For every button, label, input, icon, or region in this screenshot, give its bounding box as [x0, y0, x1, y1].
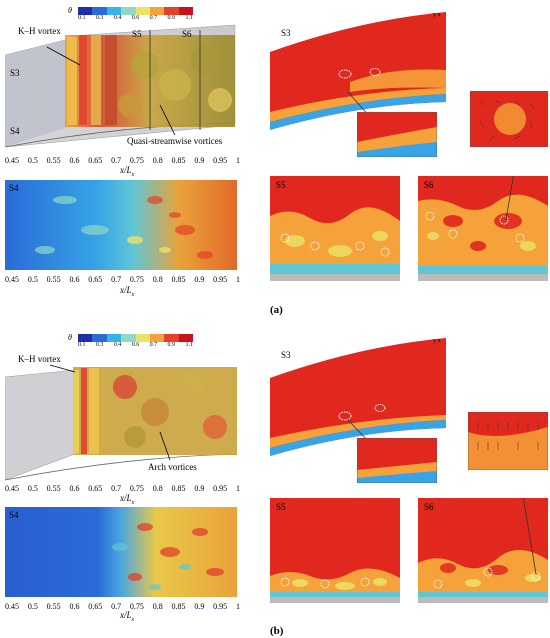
s3-label-a-right: S3: [281, 28, 291, 38]
colorbar-gradient: [78, 7, 193, 15]
colorbar-b: θ 0.1 0.3 0.4 0.6 0.7 0.9 1.1: [68, 333, 193, 348]
axes-small-a1: y x: [433, 12, 441, 18]
panel-label-b: (b): [270, 625, 284, 637]
s5-section-b: [270, 498, 400, 603]
kh-vortex-label-b: K–H vortex: [18, 354, 61, 364]
vector-inset-b: [468, 412, 548, 470]
x-ticks-b2: 0.45 0.5 0.55 0.6 0.65 0.7 0.75 0.8 0.85 0.9 0.95 1: [5, 602, 240, 611]
x-ticks-b1: 0.45 0.5 0.55 0.6 0.65 0.7 0.75 0.8 0.85 0.9 0.95 1: [5, 484, 240, 493]
panel-a-isosurface: [5, 24, 236, 148]
xlabel-a1: x/Lx: [120, 165, 135, 178]
panel-b-isosurface: [5, 364, 238, 481]
colorbar-ticks-b: 0.1 0.3 0.4 0.6 0.7 0.9 1.1: [78, 342, 193, 348]
s3-label-b-right: S3: [281, 350, 291, 360]
s6-section-a: [418, 176, 548, 281]
vortex-label-a: Quasi-streamwise vortices: [127, 136, 223, 146]
axes-small-b1: y x: [433, 338, 441, 344]
zoom-inset-a: [357, 112, 437, 157]
s4-label-a: S4: [10, 126, 20, 136]
s4-contour-label-b: S4: [9, 510, 19, 520]
x-ticks-a2: 0.45 0.5 0.55 0.6 0.65 0.7 0.75 0.8 0.85 0.9 0.95 1: [5, 275, 240, 284]
s5-label-a: S5: [132, 29, 142, 39]
x-ticks-a1: 0.45 0.5 0.55 0.6 0.65 0.7 0.75 0.8 0.85 0.9 0.95 1: [5, 156, 240, 165]
s6-label-a: S6: [182, 29, 192, 39]
s4-contour-label-a: S4: [9, 183, 19, 193]
xlabel-b1: x/Lx: [120, 493, 135, 506]
s3-curved-a: [270, 12, 446, 130]
xlabel-a2: x/Lx: [120, 285, 135, 298]
s5-label-a-right: S5: [276, 180, 286, 190]
s5-section-a: [270, 176, 400, 281]
colorbar-symbol-b: θ: [68, 333, 72, 342]
vortex-label-b: Arch vortices: [148, 462, 197, 472]
xlabel-b2: x/Lx: [120, 610, 135, 623]
colorbar-ticks: 0.1 0.3 0.4 0.6 0.7 0.9 1.1: [78, 15, 193, 21]
kh-vortex-label-a: K–H vortex: [18, 26, 61, 36]
colorbar-a: θ 0.1 0.3 0.4 0.6 0.7 0.9 1.1: [68, 6, 193, 21]
vector-inset-a: [470, 91, 548, 147]
s4-contour-a: [5, 180, 237, 270]
s6-label-b-right: S6: [424, 502, 434, 512]
s6-section-b: [418, 498, 548, 603]
colorbar-gradient-b: [78, 334, 193, 342]
colorbar-symbol: θ: [68, 6, 72, 15]
s4-contour-b: [5, 507, 237, 597]
panel-label-a: (a): [270, 304, 283, 316]
zoom-inset-b: [357, 438, 437, 483]
s5-label-b-right: S5: [276, 502, 286, 512]
s6-label-a-right: S6: [424, 180, 434, 190]
s3-label-a: S3: [10, 68, 20, 78]
